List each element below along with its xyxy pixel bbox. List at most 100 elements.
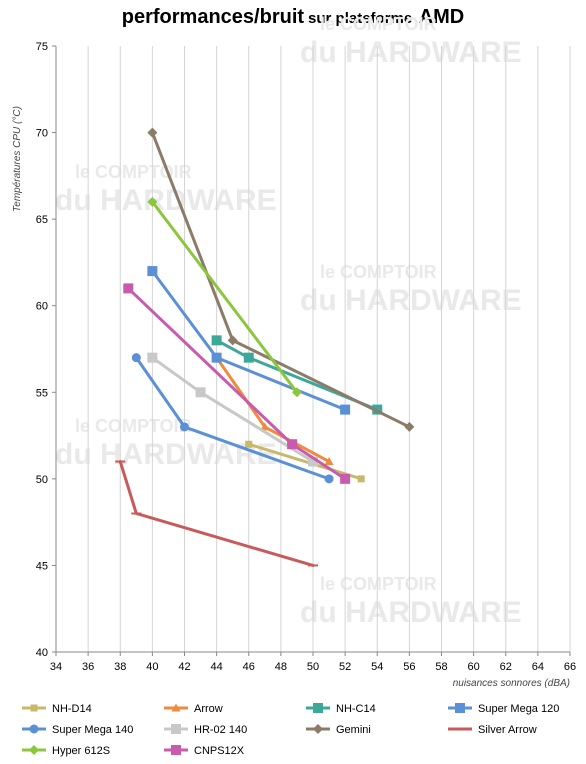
data-point-super-mega-140 [324,474,334,484]
data-point-nh-c14 [243,352,254,363]
watermark-line1: le COMPTOIR [75,416,192,436]
watermark-line1: le COMPTOIR [320,14,437,34]
data-point-cnps12x [287,439,298,450]
legend-label-nh-c14: NH-C14 [336,703,376,715]
legend-item-super-mega-120: Super Mega 120 [448,703,559,715]
y-tick-label: 50 [36,474,48,486]
legend: NH-D14 Arrow NH-C14 Super Mega 120 Super Meg… [22,703,559,757]
data-point-gemini [404,421,415,432]
data-point-nh-c14 [211,335,222,346]
y-tick-label: 40 [36,647,48,659]
data-point-hr-02-140 [308,456,318,467]
legend-item-hr-02-140: HR-02 140 [164,724,247,736]
series-hyper-612s [147,196,302,398]
x-tick-label: 64 [532,661,544,673]
x-tick-label: 66 [564,661,576,673]
y-tick-label: 55 [36,387,48,399]
data-point-super-mega-120 [147,266,158,277]
x-tick-label: 48 [275,661,287,673]
legend-label-super-mega-120: Super Mega 120 [478,703,559,715]
title-sub: sur plateforme [308,10,413,27]
data-point-gemini [147,127,158,138]
series-cnps12x [123,283,351,484]
legend-swatch-marker [29,745,39,755]
legend-label-gemini: Gemini [336,724,371,736]
series-super-mega-140 [131,353,334,484]
x-tick-label: 34 [50,661,62,673]
watermark-line1: le COMPTOIR [320,262,437,282]
legend-swatch-marker [30,704,38,712]
data-point-hyper-612s [291,387,302,398]
legend-swatch-marker [171,745,181,755]
legend-label-hr-02-140: HR-02 140 [194,724,247,736]
legend-label-super-mega-140: Super Mega 140 [52,724,133,736]
legend-label-hyper-612s: Hyper 612S [52,745,110,757]
chart-title: performances/bruit sur plateforme AMD [0,6,586,29]
legend-item-nh-d14: NH-D14 [22,703,92,715]
series-hr-02-140 [147,352,318,467]
series-silver-arrow [115,460,318,567]
legend-swatch-marker [455,703,465,713]
y-axis-label: Températures CPU (°C) [12,106,23,212]
series-nh-d14 [245,440,365,483]
series-line-nh-d14 [247,442,363,481]
x-tick-label: 58 [435,661,447,673]
data-point-gemini [227,335,238,346]
watermark-line2: du HARDWARE [300,284,522,317]
legend-item-gemini: Gemini [306,724,371,736]
y-tick-label: 60 [36,301,48,313]
data-point-hr-02-140 [195,387,206,398]
x-tick-label: 62 [500,661,512,673]
x-axis-label: nuisances sonnores (dBA) [453,678,570,689]
data-point-super-mega-140 [131,353,141,363]
x-tick-label: 54 [371,661,383,673]
legend-item-nh-c14: NH-C14 [306,703,376,715]
watermark-line2: du HARDWARE [55,184,277,217]
watermark-line2: du HARDWARE [300,596,522,629]
legend-swatch-marker [171,703,181,712]
legend-swatch-marker [313,703,323,713]
title-main: performances/bruit [121,6,305,28]
axes: 34 36 38 40 42 44 46 48 50 52 54 56 58 60 62 64 66 40 45 50… [36,41,576,673]
legend-swatch-marker [313,724,323,734]
series-gemini [147,127,415,432]
data-point-cnps12x [123,283,134,294]
watermark-line2: du HARDWARE [300,36,522,69]
data-point-super-mega-120 [211,352,222,363]
x-tick-label: 36 [82,661,94,673]
series-group [115,127,415,567]
watermark-line1: le COMPTOIR [75,162,192,182]
data-point-cnps12x [340,473,351,484]
x-tick-label: 46 [243,661,255,673]
grid-lines [55,46,571,652]
y-tick-label: 70 [36,128,48,140]
y-tick-label: 45 [36,560,48,572]
data-point-arrow [260,422,270,431]
x-tick-label: 60 [468,661,480,673]
x-tick-label: 38 [114,661,126,673]
series-line-hyper-612s [150,200,299,394]
y-tick-label: 65 [36,214,48,226]
x-tick-label: 42 [178,661,190,673]
x-tick-label: 40 [146,661,158,673]
x-tick-label: 50 [307,661,319,673]
legend-swatch-marker [171,724,181,734]
legend-label-cnps12x: CNPS12X [194,745,245,757]
legend-label-silver-arrow: Silver Arrow [478,724,537,736]
legend-item-silver-arrow: Silver Arrow [448,724,537,736]
y-tick-label: 75 [36,41,48,53]
watermark-line2: du HARDWARE [55,438,277,471]
watermark-line1: le COMPTOIR [320,574,437,594]
legend-item-hyper-612s: Hyper 612S [22,745,110,757]
data-point-hr-02-140 [147,352,158,363]
data-point-hyper-612s [147,196,158,207]
x-tick-label: 56 [403,661,415,673]
series-super-mega-120 [147,266,351,415]
legend-swatch-marker [29,724,39,734]
legend-item-super-mega-140: Super Mega 140 [22,724,133,736]
data-point-nh-d14 [245,440,253,448]
legend-label-nh-d14: NH-D14 [52,703,92,715]
legend-item-cnps12x: CNPS12X [164,745,245,757]
